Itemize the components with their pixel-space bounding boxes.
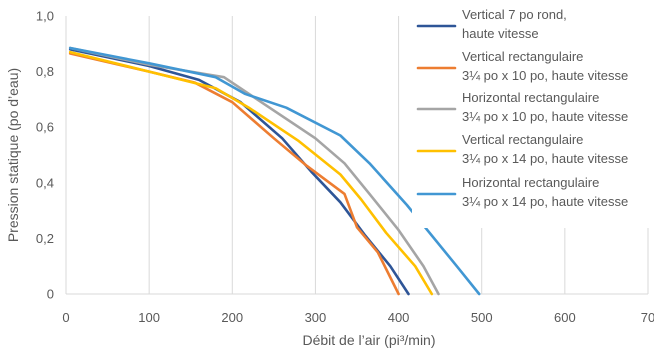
series-line-5 (68, 46, 481, 296)
legend-label: Horizontal rectangulaire (462, 175, 599, 190)
legend-label: Vertical rectangulaire (462, 132, 583, 147)
series-line-4 (68, 50, 434, 296)
y-axis-label: Pression statique (po d’eau) (5, 68, 21, 242)
series-line-2 (68, 52, 400, 296)
legend-background (412, 6, 654, 228)
y-tick-label: 0,4 (36, 175, 54, 190)
x-tick-label: 200 (221, 310, 243, 325)
x-tick-label: 0 (62, 310, 69, 325)
x-tick-label: 400 (388, 310, 410, 325)
legend-label: 3¼ po x 14 po, haute vitesse (462, 194, 628, 209)
series-lines (68, 46, 481, 296)
y-tick-labels: 0 0,2 0,4 0,6 0,8 1,0 (36, 9, 54, 302)
legend-label: haute vitesse (462, 26, 539, 41)
legend-label: Vertical 7 po rond, (462, 7, 567, 22)
x-tick-label: 600 (554, 310, 576, 325)
x-axis-label: Débit de l’air (pi³/min) (302, 332, 435, 348)
x-tick-label: 100 (138, 310, 160, 325)
legend-label: 3¼ po x 14 po, haute vitesse (462, 151, 628, 166)
legend: Vertical 7 po rond, haute vitesse Vertical… (416, 7, 628, 209)
x-tick-label: 70 (641, 310, 654, 325)
legend-label: Horizontal rectangulaire (462, 90, 599, 105)
y-tick-label: 1,0 (36, 9, 54, 24)
y-tick-label: 0,2 (36, 231, 54, 246)
x-tick-labels: 0 100 200 300 400 500 600 70 (62, 310, 654, 325)
x-tick-label: 500 (471, 310, 493, 325)
legend-label: 3¼ po x 10 po, haute vitesse (462, 68, 628, 83)
legend-label: Vertical rectangulaire (462, 49, 583, 64)
x-tick-label: 300 (305, 310, 327, 325)
y-tick-label: 0,6 (36, 120, 54, 135)
axes (65, 16, 648, 295)
y-tick-label: 0,8 (36, 64, 54, 79)
y-tick-label: 0 (47, 287, 54, 302)
legend-label: 3¼ po x 10 po, haute vitesse (462, 109, 628, 124)
